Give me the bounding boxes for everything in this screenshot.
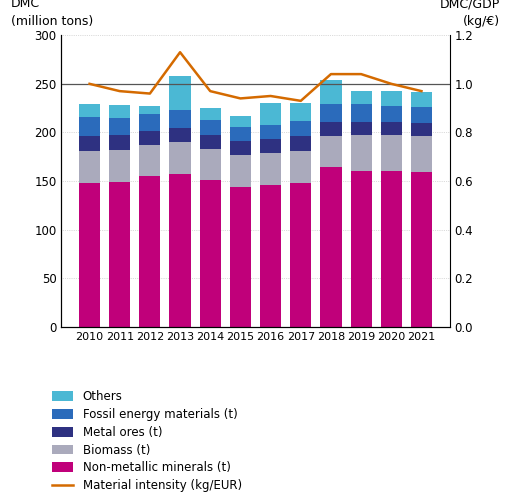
Bar bbox=[230, 141, 251, 155]
Bar bbox=[140, 106, 160, 114]
Bar bbox=[351, 135, 371, 172]
Bar bbox=[200, 180, 221, 327]
Bar bbox=[170, 174, 191, 327]
Bar bbox=[381, 135, 402, 172]
Bar bbox=[170, 128, 191, 142]
Bar bbox=[170, 110, 191, 128]
Bar bbox=[320, 167, 341, 327]
Bar bbox=[230, 127, 251, 141]
Bar bbox=[109, 150, 130, 182]
Bar bbox=[230, 116, 251, 127]
Bar bbox=[320, 104, 341, 122]
Bar bbox=[260, 103, 281, 125]
Bar bbox=[260, 125, 281, 139]
Text: (kg/€): (kg/€) bbox=[463, 15, 500, 28]
Bar bbox=[290, 103, 311, 121]
Bar bbox=[79, 136, 100, 151]
Bar bbox=[140, 130, 160, 145]
Bar bbox=[411, 92, 432, 107]
Bar bbox=[411, 173, 432, 327]
Bar bbox=[200, 108, 221, 120]
Bar bbox=[79, 104, 100, 117]
Text: DMC: DMC bbox=[11, 0, 40, 10]
Bar bbox=[290, 136, 311, 151]
Bar bbox=[351, 122, 371, 135]
Bar bbox=[411, 107, 432, 123]
Bar bbox=[290, 183, 311, 327]
Bar bbox=[170, 76, 191, 110]
Bar bbox=[79, 183, 100, 327]
Bar bbox=[411, 136, 432, 173]
Bar bbox=[290, 121, 311, 136]
Bar bbox=[320, 80, 341, 104]
Bar bbox=[381, 172, 402, 327]
Bar bbox=[109, 182, 130, 327]
Bar bbox=[290, 151, 311, 183]
Bar bbox=[109, 105, 130, 118]
Bar bbox=[170, 142, 191, 174]
Bar bbox=[109, 118, 130, 135]
Bar bbox=[351, 104, 371, 122]
Bar bbox=[381, 122, 402, 135]
Bar bbox=[381, 91, 402, 106]
Bar bbox=[351, 172, 371, 327]
Bar bbox=[260, 153, 281, 185]
Bar bbox=[351, 91, 371, 104]
Bar bbox=[411, 123, 432, 136]
Legend: Others, Fossil energy materials (t), Metal ores (t), Biomass (t), Non-metallic m: Others, Fossil energy materials (t), Met… bbox=[52, 390, 242, 492]
Bar bbox=[381, 106, 402, 122]
Bar bbox=[320, 136, 341, 167]
Bar bbox=[260, 185, 281, 327]
Bar bbox=[200, 149, 221, 180]
Bar bbox=[79, 151, 100, 183]
Bar bbox=[109, 135, 130, 150]
Bar bbox=[200, 120, 221, 135]
Bar bbox=[140, 114, 160, 130]
Bar bbox=[79, 117, 100, 136]
Bar bbox=[230, 155, 251, 187]
Bar bbox=[320, 122, 341, 136]
Text: DMC/GDP: DMC/GDP bbox=[440, 0, 500, 10]
Text: (million tons): (million tons) bbox=[11, 15, 93, 28]
Bar bbox=[260, 139, 281, 153]
Bar bbox=[140, 145, 160, 176]
Bar bbox=[200, 135, 221, 149]
Bar bbox=[230, 187, 251, 327]
Bar bbox=[140, 176, 160, 327]
